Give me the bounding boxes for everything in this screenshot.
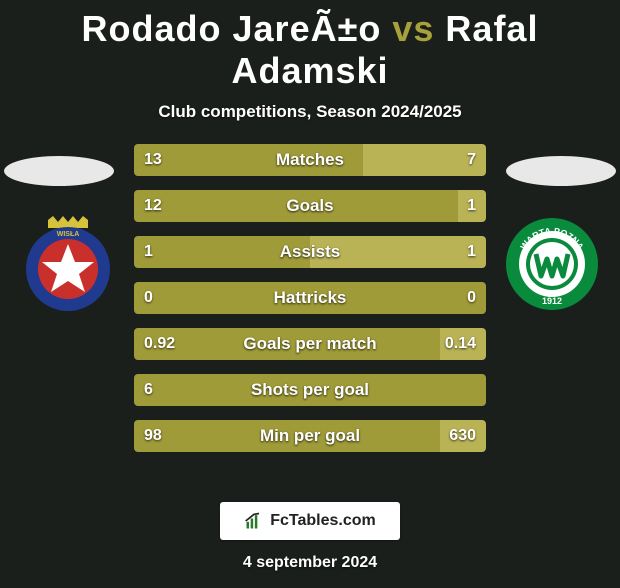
stat-row: 00Hattricks bbox=[134, 282, 486, 314]
stat-value-right: 0.14 bbox=[435, 328, 486, 360]
comparison-title: Rodado JareÃ±o vs Rafal Adamski bbox=[0, 8, 620, 92]
brand-badge: FcTables.com bbox=[220, 502, 400, 540]
wisla-crest-icon: WISŁA bbox=[18, 214, 118, 314]
stat-value-left: 6 bbox=[134, 374, 163, 406]
stat-value-right: 0 bbox=[457, 282, 486, 314]
stat-bar-left bbox=[134, 374, 486, 406]
stat-row: 121Goals bbox=[134, 190, 486, 222]
club-crest-right: WARTA POZNA 1912 bbox=[502, 214, 602, 314]
svg-text:1912: 1912 bbox=[542, 296, 562, 306]
brand-label: FcTables.com bbox=[270, 512, 376, 530]
shadow-ellipse-left bbox=[4, 156, 114, 186]
stat-value-right: 1 bbox=[457, 236, 486, 268]
stat-row: 11Assists bbox=[134, 236, 486, 268]
stat-row: 6Shots per goal bbox=[134, 374, 486, 406]
stat-row: 98630Min per goal bbox=[134, 420, 486, 452]
stat-value-left: 12 bbox=[134, 190, 172, 222]
chart-icon bbox=[244, 511, 264, 531]
snapshot-date: 4 september 2024 bbox=[0, 554, 620, 572]
comparison-arena: WISŁA WARTA POZNA 1912 137Matches121Goal… bbox=[0, 144, 620, 484]
stat-value-right: 7 bbox=[457, 144, 486, 176]
stat-value-right: 630 bbox=[439, 420, 486, 452]
vs-label: vs bbox=[392, 8, 434, 49]
stat-value-left: 0 bbox=[134, 282, 163, 314]
stat-bars: 137Matches121Goals11Assists00Hattricks0.… bbox=[134, 144, 486, 466]
stat-value-left: 98 bbox=[134, 420, 172, 452]
svg-text:WISŁA: WISŁA bbox=[57, 231, 80, 238]
stat-value-left: 13 bbox=[134, 144, 172, 176]
stat-bar-left bbox=[134, 420, 440, 452]
stat-row: 0.920.14Goals per match bbox=[134, 328, 486, 360]
stat-value-right: 1 bbox=[457, 190, 486, 222]
stat-row: 137Matches bbox=[134, 144, 486, 176]
stat-value-left: 1 bbox=[134, 236, 163, 268]
stat-bar-left bbox=[134, 282, 486, 314]
player1-name: Rodado JareÃ±o bbox=[82, 8, 382, 49]
season-subtitle: Club competitions, Season 2024/2025 bbox=[0, 102, 620, 122]
warta-crest-icon: WARTA POZNA 1912 bbox=[502, 214, 602, 314]
club-crest-left: WISŁA bbox=[18, 214, 118, 314]
shadow-ellipse-right bbox=[506, 156, 616, 186]
stat-bar-left bbox=[134, 190, 458, 222]
stat-value-left: 0.92 bbox=[134, 328, 185, 360]
